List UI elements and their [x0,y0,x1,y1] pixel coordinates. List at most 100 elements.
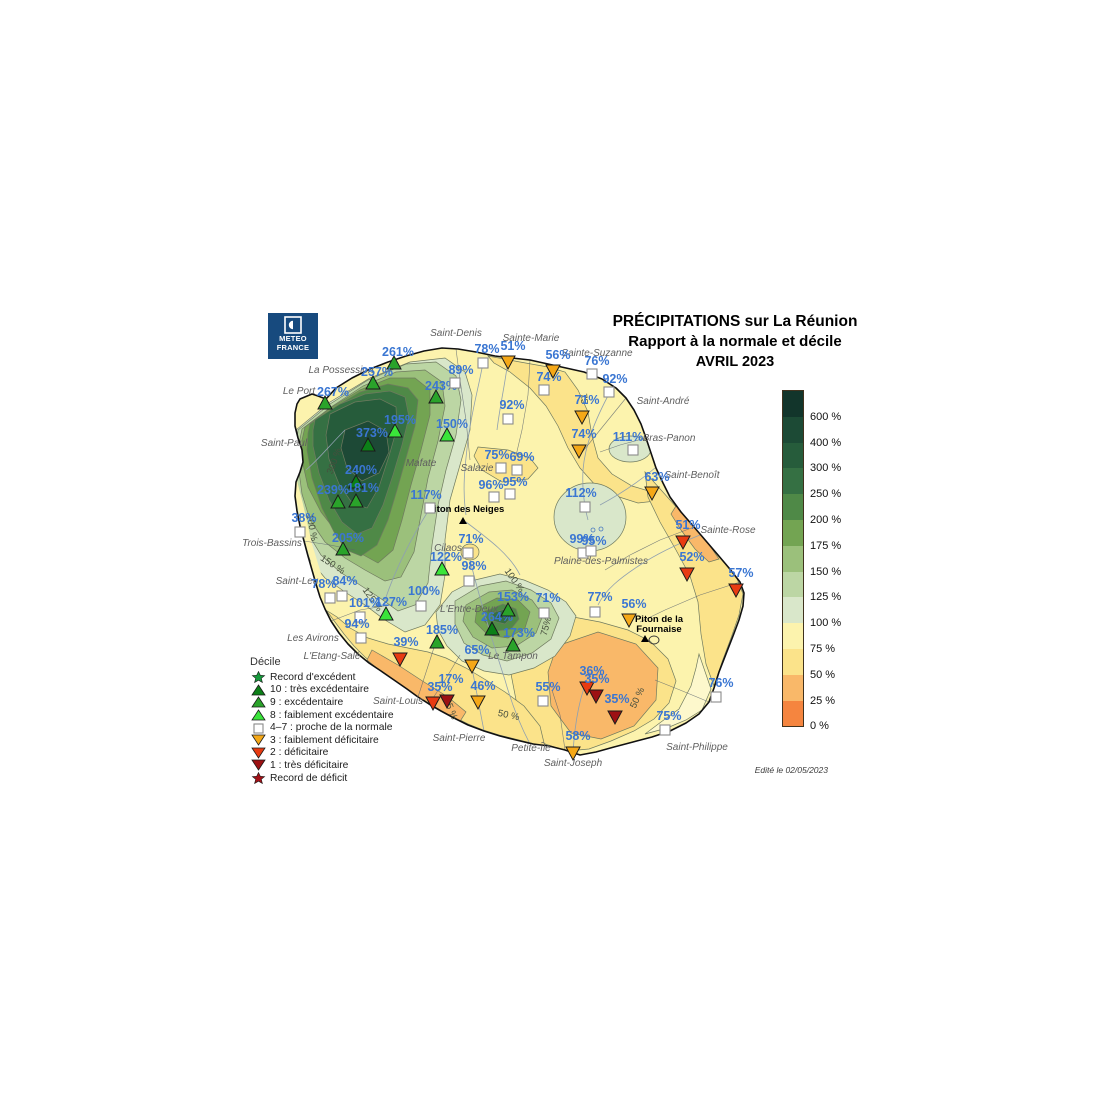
station-value-label: 92% [499,398,524,412]
legend-item-label: 1 : très déficitaire [270,759,349,771]
station-marker-down-triangle [574,410,590,426]
station-value-label: 95% [581,534,606,548]
band-25-50-southeast [547,631,659,740]
station-marker-square [585,545,597,557]
station-marker-down-triangle [571,444,587,460]
station-value-label: 127% [375,595,407,609]
station-marker-down-triangle [607,710,623,726]
colorbar-tick-label: 25 % [810,694,836,707]
legend-item: 4–7 : proche de la normale [250,721,394,734]
legend-item: 1 : très déficitaire [250,759,394,772]
colorbar-block [783,623,803,649]
legend-item: 10 : très excédentaire [250,684,394,697]
colorbar-block [783,597,803,624]
commune-boundaries [303,348,741,751]
station-marker-square [415,600,427,612]
title-line1: PRÉCIPITATIONS sur La Réunion [612,313,858,330]
down-triangle-icon [251,760,266,772]
legend-item-label: Record d'excédent [270,671,356,683]
up-triangle-icon [251,684,266,696]
legend-item-label: 8 : faiblement excédentaire [270,709,394,721]
colorbar-tick-label: 125 % [810,591,842,604]
colorbar-tick-label: 75 % [810,643,836,655]
station-value-label: 75% [656,709,681,723]
down-triangle-icon [251,747,266,759]
place-label: Le Tampon [488,651,538,662]
station-marker-square [463,575,475,587]
station-marker-down-triangle [579,681,595,697]
colorbar-block [783,416,803,443]
station-value-label: 76% [584,354,609,368]
station-marker-square [603,386,615,398]
place-label: Saint-Louis [373,696,423,707]
colorbar-tick-label: 0 % [810,720,829,733]
pond-symbols [590,526,604,533]
star-icon [251,671,266,684]
station-value-label: 150% [436,417,468,431]
legend-item-label: Record de déficit [270,772,348,784]
station-value-label: 51% [675,518,700,532]
station-value-label: 257% [361,365,393,379]
station-marker-square [579,501,591,513]
station-value-label: 239% [317,483,349,497]
colorbar-block [783,519,803,546]
station-marker-square [324,592,336,604]
place-label: Le Port [283,386,316,397]
station-value-label: 117% [410,488,441,502]
place-label: Plaine-des-Palmistes [554,556,648,567]
station-marker-up-triangle [500,601,516,617]
station-value-label: 38% [291,511,316,525]
station-marker-down-triangle [621,613,637,629]
station-marker-square [659,724,671,736]
contour-label: 75 [578,393,590,404]
colorbar-tick-label: 300 % [810,462,842,475]
legend-items: Record d'excédent 10 : très excédentaire 9… [250,671,394,785]
station-value-label: 101% [349,596,381,610]
station-value-label: 57% [728,566,753,580]
place-label: Petite-Île [511,741,551,754]
station-value-label: 77% [587,590,612,604]
colorbar-block [783,494,803,520]
station-marker-square [495,462,507,474]
station-value-label: 71% [574,393,599,407]
station-marker-up-triangle [386,354,402,370]
station-value-label: 56% [621,597,646,611]
up-triangle-icon [251,696,266,708]
station-marker-square [424,502,436,514]
decile-legend: Décile Record d'excédent 10 : très excéde… [250,656,394,785]
station-value-label: 76% [708,676,733,690]
station-marker-up-triangle [484,620,500,636]
fournaise-crater-symbol [648,635,660,645]
station-value-label: 74% [536,370,561,384]
station-value-label: 112% [565,486,596,500]
station-value-label: 35% [604,692,629,706]
colorbar-block [783,468,803,495]
station-marker-up-triangle [317,394,333,410]
place-label: Bras-Panon [643,433,696,444]
legend-title: Décile [250,656,281,668]
station-value-label: 205% [332,531,364,545]
station-marker-square [710,691,722,703]
station-value-label: 92% [602,372,627,386]
place-label: Cilaos [434,543,462,554]
station-value-label: 185% [426,623,458,637]
place-label: Sainte-Rose [700,525,755,536]
contour-label: 75% [539,615,555,637]
legend-item: 2 : déficitaire [250,747,394,760]
station-value-label: 89% [448,363,473,377]
title-line3: AVRIL 2023 [695,354,775,370]
legend-item-label: 3 : faiblement déficitaire [270,734,379,746]
meteo-france-logo-icon [284,316,302,334]
station-marker-down-triangle [470,695,486,711]
up-triangle-icon [251,709,266,721]
map-title: PRÉCIPITATIONS sur La Réunion Rapport à … [590,312,880,372]
contour-label: 100 % [304,513,320,542]
station-value-label: 111% [613,430,644,444]
station-value-label: 46% [470,679,495,693]
station-marker-square [502,413,514,425]
station-marker-down-triangle [728,583,744,599]
square-icon [253,723,264,734]
place-label: Saint-Pierre [433,733,486,744]
edition-date-note: Edité le 02/05/2023 [754,765,828,775]
station-marker-square [449,377,461,389]
